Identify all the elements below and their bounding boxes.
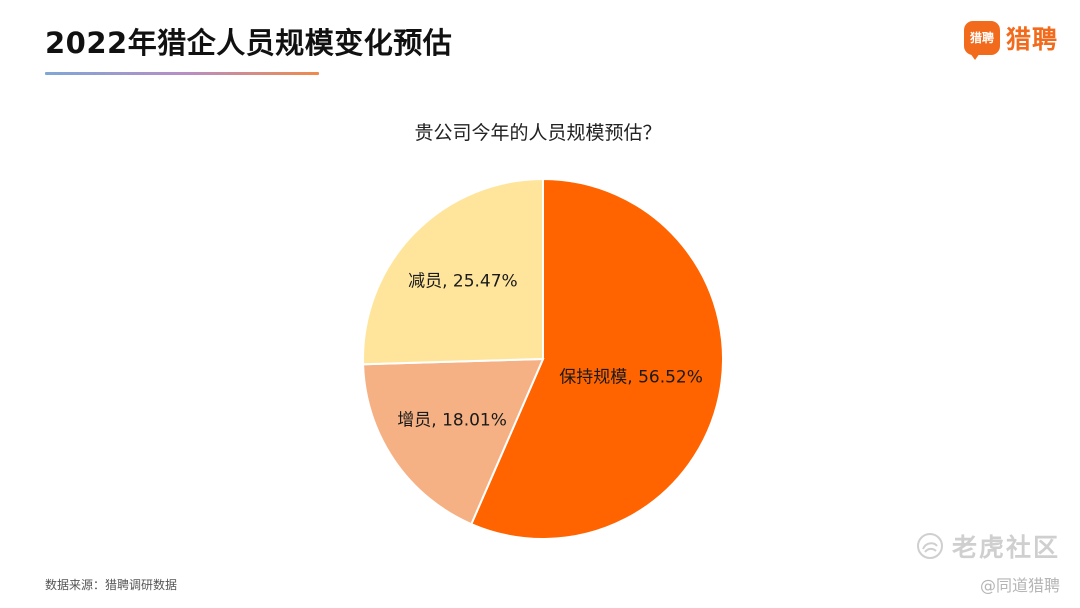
pie-slices (362, 177, 724, 540)
brand-name: 猎聘 (1005, 25, 1058, 54)
brand-logo: 猎聘 猎聘 (963, 20, 1058, 60)
page-title: 2022年猎企人员规模变化预估 (45, 26, 453, 60)
data-source-note: 数据来源：猎聘调研数据 (45, 578, 178, 592)
title-underline (45, 72, 319, 75)
watermark: 老虎社区 (916, 528, 1060, 564)
chart-title: 贵公司今年的人员规模预估？ (414, 122, 661, 144)
pie-slice-label-1: 增员, 18.01% (397, 411, 507, 431)
pie-slice-label-0: 保持规模, 56.52% (559, 367, 703, 387)
tiger-community-logo-icon (916, 533, 943, 559)
pie-slice-2 (362, 177, 544, 366)
watermark-text: 老虎社区 (951, 533, 1060, 562)
brand-badge-text: 猎聘 (969, 31, 994, 45)
pie-slice-0 (469, 177, 724, 540)
credit-text: @同道猎聘 (979, 576, 1060, 595)
pie-slice-labels: 保持规模, 56.52% 增员, 18.01% 减员, 25.47% (397, 271, 703, 430)
speech-bubble-logo-icon: 猎聘 (963, 21, 1000, 60)
pie-slice-label-2: 减员, 25.47% (408, 271, 518, 291)
pie-slice-1 (362, 357, 545, 526)
